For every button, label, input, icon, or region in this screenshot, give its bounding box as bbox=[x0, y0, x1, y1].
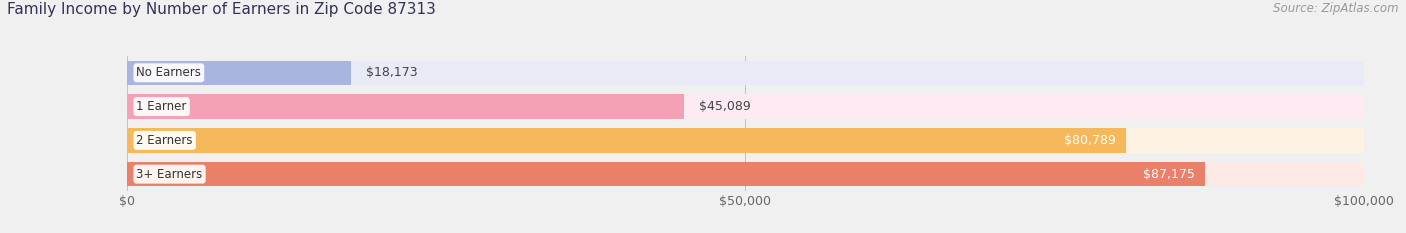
Bar bbox=[127, 128, 1126, 153]
Text: $87,175: $87,175 bbox=[1143, 168, 1195, 181]
Text: No Earners: No Earners bbox=[136, 66, 201, 79]
Text: 3+ Earners: 3+ Earners bbox=[136, 168, 202, 181]
Bar bbox=[127, 61, 1364, 85]
Bar bbox=[127, 128, 1364, 153]
Text: $45,089: $45,089 bbox=[699, 100, 751, 113]
Text: Family Income by Number of Earners in Zip Code 87313: Family Income by Number of Earners in Zi… bbox=[7, 2, 436, 17]
Bar bbox=[127, 94, 1364, 119]
Text: 1 Earner: 1 Earner bbox=[136, 100, 187, 113]
Bar bbox=[127, 94, 685, 119]
Bar bbox=[127, 162, 1205, 186]
Bar bbox=[127, 162, 1364, 186]
Text: $80,789: $80,789 bbox=[1064, 134, 1116, 147]
Text: Source: ZipAtlas.com: Source: ZipAtlas.com bbox=[1274, 2, 1399, 15]
Bar bbox=[127, 61, 352, 85]
Text: 2 Earners: 2 Earners bbox=[136, 134, 193, 147]
Text: $18,173: $18,173 bbox=[366, 66, 418, 79]
